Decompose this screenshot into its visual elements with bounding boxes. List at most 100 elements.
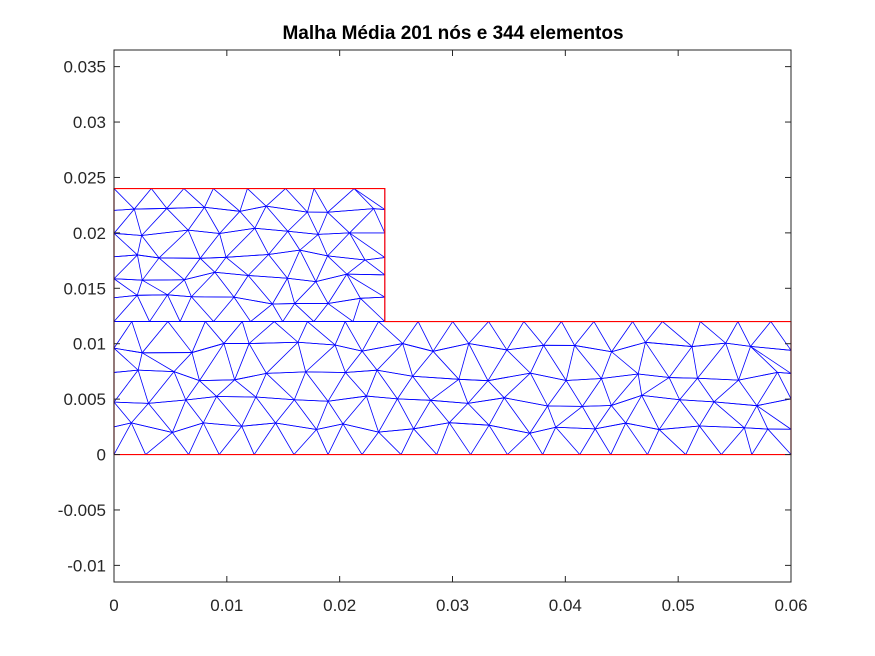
- mesh-edge: [187, 207, 205, 231]
- mesh-edge: [402, 343, 434, 352]
- mesh-edge: [113, 347, 139, 371]
- mesh-edge: [316, 401, 329, 430]
- mesh-edge: [697, 378, 715, 403]
- mesh-edge: [234, 379, 257, 398]
- mesh-edge: [699, 425, 722, 455]
- mesh-edge: [137, 254, 160, 259]
- mesh-edge: [113, 422, 132, 455]
- mesh-edge: [413, 428, 438, 455]
- mesh-edge: [413, 422, 450, 430]
- mesh-edge: [297, 341, 336, 346]
- mesh-edge: [315, 281, 329, 304]
- mesh-edge: [167, 279, 185, 296]
- mesh-edge: [327, 395, 367, 402]
- mesh-edge: [349, 232, 386, 258]
- mesh-edge: [248, 321, 275, 344]
- mesh-edge: [273, 321, 299, 343]
- mesh-edge: [136, 295, 150, 322]
- mesh-edge: [188, 422, 204, 455]
- mesh-edge: [353, 188, 386, 210]
- mesh-edge: [327, 188, 355, 213]
- mesh-edge: [316, 423, 344, 430]
- mesh-edge: [751, 428, 769, 455]
- mesh-edge: [131, 321, 143, 353]
- mesh-edge: [191, 321, 206, 353]
- mesh-edge: [770, 321, 792, 351]
- mesh-edge: [134, 208, 167, 210]
- mesh-edge: [199, 233, 220, 259]
- mesh-edge: [530, 372, 567, 381]
- mesh-edge: [183, 279, 192, 297]
- mesh-edge: [503, 397, 531, 434]
- mesh-edge: [543, 321, 562, 346]
- mesh-edge: [376, 369, 413, 377]
- x-axis: 0 0.01 0.02 0.03 0.04 0.05 0.06: [109, 50, 808, 615]
- mesh-edge: [353, 188, 374, 209]
- x-tick-label: 0.05: [662, 596, 695, 615]
- mesh-edge: [467, 403, 490, 426]
- mesh-edge: [275, 399, 295, 424]
- mesh-edge: [254, 227, 288, 232]
- mesh-edge: [601, 351, 612, 379]
- mesh-edge: [327, 255, 348, 275]
- mesh-edge: [352, 298, 361, 322]
- mesh-edge: [744, 427, 768, 430]
- mesh-edge: [579, 428, 596, 455]
- mesh-edge: [574, 321, 595, 346]
- mesh-edge: [141, 352, 175, 372]
- mesh-edge: [744, 405, 758, 428]
- mesh-edge: [223, 343, 236, 380]
- y-tick-label: 0: [97, 446, 106, 465]
- mesh-edge: [327, 208, 374, 213]
- x-tick-label: 0.03: [436, 596, 469, 615]
- mesh-edge: [113, 254, 138, 258]
- mesh-edge: [658, 429, 687, 455]
- mesh-edge: [225, 227, 256, 258]
- mesh-edge: [275, 422, 317, 430]
- mesh-edge: [315, 255, 328, 282]
- mesh-edge: [317, 212, 328, 235]
- mesh-edge: [345, 372, 367, 397]
- mesh-edge: [113, 347, 143, 354]
- mesh-edge: [141, 257, 160, 281]
- mesh-edge: [214, 257, 227, 273]
- mesh-edge: [265, 205, 289, 232]
- mesh-edge: [523, 321, 544, 346]
- mesh-edge: [767, 428, 792, 455]
- mesh-edge: [574, 345, 612, 353]
- mesh-edge: [133, 188, 152, 210]
- mesh-edge: [113, 188, 135, 210]
- mesh-edge: [113, 232, 142, 236]
- mesh-edge: [529, 426, 556, 434]
- mesh-edge: [148, 399, 186, 404]
- mesh-edge: [166, 188, 185, 209]
- mesh-edge: [581, 406, 596, 430]
- mesh-edge: [488, 397, 505, 426]
- mesh-edge: [255, 396, 276, 424]
- mesh-edge: [645, 321, 663, 343]
- mesh-edge: [632, 321, 646, 343]
- mesh-edge: [305, 344, 336, 373]
- mesh-edge: [113, 278, 143, 281]
- mesh-edge: [297, 321, 308, 343]
- mesh-edge: [488, 321, 508, 351]
- mesh-edge: [266, 205, 308, 213]
- mesh-edge: [611, 405, 627, 424]
- mesh-edge: [346, 273, 385, 276]
- mesh-edge: [172, 432, 189, 455]
- mesh-edge: [668, 346, 693, 378]
- mesh-edge: [641, 395, 680, 401]
- mesh-edge: [148, 403, 173, 433]
- mesh-edge: [282, 303, 295, 322]
- mesh-edge: [555, 406, 583, 428]
- mesh-edge: [113, 422, 132, 428]
- mesh-edge: [467, 380, 489, 404]
- mesh-edge: [503, 372, 531, 399]
- mesh-edge: [293, 371, 307, 400]
- mesh-edge: [362, 343, 403, 352]
- mesh-edge: [248, 275, 288, 279]
- mesh-edge: [167, 294, 192, 298]
- mesh-edge: [679, 377, 698, 401]
- mesh-edge: [299, 234, 319, 251]
- mesh-edge: [530, 345, 544, 374]
